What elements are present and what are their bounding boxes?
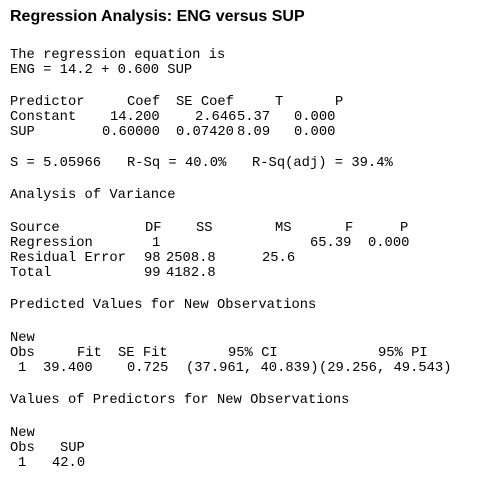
table-header: Obs <box>10 346 35 361</box>
table-header: SE Fit <box>118 346 168 361</box>
fit-statistic: R-Sq = 40.0% <box>127 156 227 171</box>
table-cell: 1 <box>18 456 27 471</box>
table-header: Source <box>10 221 60 236</box>
table-header: F <box>345 221 354 236</box>
table-cell: 0.000 <box>294 125 336 140</box>
title: Regression Analysis: ENG versus SUP <box>10 8 305 25</box>
table-cell: (29.256, 49.543) <box>319 361 452 376</box>
section-title: Analysis of Variance <box>10 188 176 203</box>
table-cell: 0.000 <box>368 236 410 251</box>
table-header: P <box>400 221 409 236</box>
table-cell: 99 <box>144 266 161 281</box>
table-cell: Regression <box>10 236 93 251</box>
table-cell: 25.6 <box>262 251 296 266</box>
table-cell: 39.400 <box>43 361 93 376</box>
equation: ENG = 14.2 + 0.600 SUP <box>10 63 193 78</box>
fit-statistic: R-Sq(adj) = 39.4% <box>252 156 393 171</box>
table-cell: 0.60000 <box>102 125 160 140</box>
table-cell: 5.37 <box>237 110 271 125</box>
table-cell: 1 <box>152 236 161 251</box>
table-header: Predictor <box>10 95 85 110</box>
table-cell: 4182.8 <box>166 266 216 281</box>
table-header: New <box>10 426 35 441</box>
fit-statistic: S = 5.05966 <box>10 156 102 171</box>
table-header: 95% CI <box>228 346 278 361</box>
table-header: DF <box>145 221 162 236</box>
table-header: 95% PI <box>378 346 428 361</box>
table-cell: 98 <box>144 251 161 266</box>
table-cell: 65.39 <box>310 236 352 251</box>
table-cell: 42.0 <box>52 456 86 471</box>
table-header: MS <box>275 221 292 236</box>
table-header: T <box>275 95 284 110</box>
table-cell: Residual Error <box>10 251 126 266</box>
table-header: SS <box>196 221 213 236</box>
section-title: Predicted Values for New Observations <box>10 298 317 313</box>
table-cell: 2.646 <box>195 110 237 125</box>
section-title: Values of Predictors for New Observation… <box>10 393 350 408</box>
table-cell: 0.725 <box>127 361 169 376</box>
table-cell: 0.07420 <box>176 125 234 140</box>
equation-heading: The regression equation is <box>10 48 226 63</box>
table-cell: Total <box>10 266 52 281</box>
table-header: Coef <box>127 95 161 110</box>
table-cell: 8.09 <box>237 125 271 140</box>
table-header: SE Coef <box>176 95 234 110</box>
table-cell: 14.200 <box>110 110 160 125</box>
table-header: Fit <box>77 346 102 361</box>
table-header: New <box>10 331 35 346</box>
table-cell: 1 <box>18 361 27 376</box>
table-cell: SUP <box>10 125 35 140</box>
table-header: SUP <box>60 441 85 456</box>
table-cell: (37.961, 40.839) <box>186 361 319 376</box>
table-cell: 0.000 <box>294 110 336 125</box>
table-cell: 2508.8 <box>166 251 216 266</box>
table-header: Obs <box>10 441 35 456</box>
table-header: P <box>335 95 344 110</box>
table-cell: Constant <box>10 110 77 125</box>
